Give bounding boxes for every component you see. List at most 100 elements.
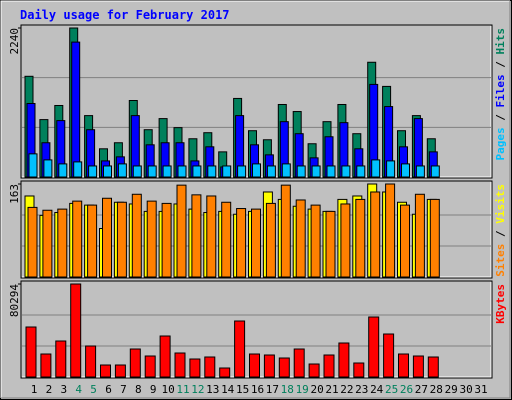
bar	[207, 165, 217, 178]
bar	[102, 197, 112, 278]
bar	[308, 363, 320, 378]
x-tick-label: 11	[176, 383, 189, 396]
legend-entry: Pages	[494, 127, 507, 160]
x-tick-label: 3	[60, 383, 67, 396]
x-tick-label: 27	[415, 383, 428, 396]
bar	[263, 354, 275, 378]
bar	[219, 367, 231, 378]
bar	[100, 364, 111, 378]
bar	[144, 355, 156, 378]
x-tick-label: 12	[191, 383, 204, 396]
y-tick-label: 2240	[8, 28, 21, 55]
bar	[400, 204, 410, 278]
bar	[265, 202, 276, 278]
bar	[103, 165, 112, 178]
x-tick-label: 10	[161, 383, 174, 396]
bar	[429, 198, 440, 278]
bar	[132, 165, 142, 178]
bar	[114, 364, 126, 378]
bar	[57, 208, 68, 278]
bar	[177, 165, 187, 178]
bar	[370, 191, 381, 278]
bar	[341, 165, 351, 178]
x-tick-label: 6	[105, 383, 112, 396]
bar	[147, 165, 157, 178]
bar	[25, 326, 37, 378]
bar	[295, 199, 306, 278]
bar	[221, 201, 232, 278]
bar	[401, 163, 410, 178]
x-tick-label: 21	[325, 383, 338, 396]
bar	[71, 41, 81, 178]
x-tick-label: 1	[31, 383, 38, 396]
x-tick-label: 26	[400, 383, 413, 396]
bar	[237, 165, 247, 178]
bar	[73, 161, 83, 178]
bar	[353, 362, 365, 378]
bar	[296, 165, 306, 178]
legend: KBytes	[494, 284, 507, 324]
bar	[28, 153, 38, 178]
bar	[146, 200, 157, 278]
bar	[72, 200, 83, 278]
legend-entry: KBytes	[494, 284, 507, 324]
x-tick-label: 24	[370, 383, 384, 396]
x-tick-label: 14	[221, 383, 235, 396]
bar	[236, 208, 247, 278]
legend-entry: Sites	[494, 244, 507, 277]
legend-separator: /	[494, 55, 507, 75]
y-tick-label: 80294	[8, 284, 21, 317]
x-tick-label: 29	[445, 383, 458, 396]
bar	[189, 358, 201, 378]
legend-entry: Files	[494, 74, 507, 107]
bar	[430, 165, 440, 178]
bar	[234, 320, 246, 378]
legend-entry: Visits	[494, 184, 507, 224]
bar	[311, 165, 321, 178]
x-tick-label: 23	[355, 383, 368, 396]
legend: Sites / Visits	[494, 184, 507, 277]
bar	[310, 204, 321, 278]
bar	[70, 283, 82, 378]
x-tick-label: 5	[90, 383, 97, 396]
bar	[385, 183, 396, 278]
x-tick-label: 8	[135, 383, 142, 396]
bar	[368, 316, 380, 378]
bar	[325, 210, 336, 278]
bar	[88, 165, 98, 178]
bar	[278, 357, 290, 378]
bar	[43, 159, 53, 178]
bar	[204, 356, 216, 378]
x-tick-label: 28	[430, 383, 443, 396]
legend-separator: /	[494, 108, 507, 128]
bar	[176, 184, 187, 278]
bar	[222, 165, 232, 178]
bar	[371, 159, 381, 178]
x-tick-label: 22	[340, 383, 353, 396]
bar	[293, 348, 305, 378]
bar	[161, 202, 172, 278]
bar	[340, 203, 351, 278]
bar	[191, 194, 202, 278]
bar	[326, 165, 336, 178]
bar	[281, 163, 291, 178]
bar	[159, 335, 171, 378]
bar	[383, 333, 395, 378]
bar	[386, 160, 396, 178]
x-tick-label: 13	[206, 383, 219, 396]
x-tick-label: 31	[474, 383, 487, 396]
bar	[131, 193, 142, 278]
bar	[117, 163, 127, 178]
x-tick-label: 30	[459, 383, 472, 396]
x-tick-label: 19	[296, 383, 309, 396]
x-tick-label: 20	[310, 383, 323, 396]
bar	[129, 348, 141, 378]
bar	[338, 342, 350, 378]
x-tick-label: 17	[266, 383, 279, 396]
x-tick-label: 15	[236, 383, 249, 396]
legend: Pages / Files / Hits	[494, 28, 507, 161]
x-tick-label: 4	[75, 383, 82, 396]
legend-entry: Hits	[494, 28, 507, 55]
